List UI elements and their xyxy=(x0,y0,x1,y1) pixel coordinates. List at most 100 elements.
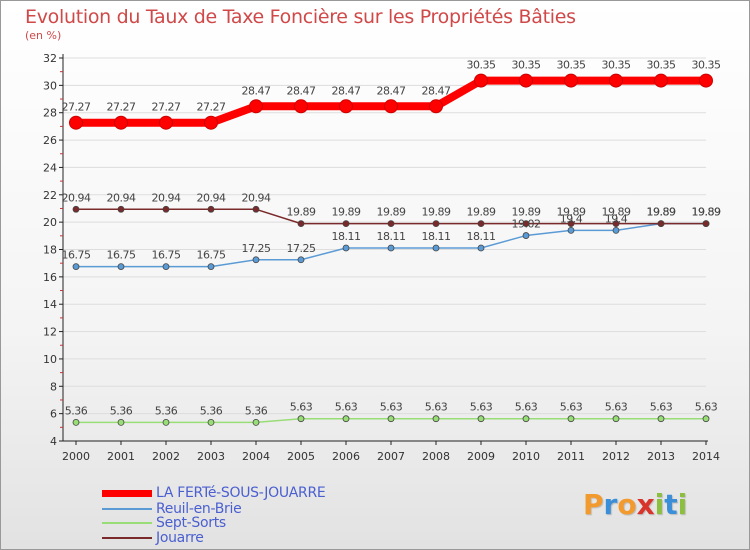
legend-item-reuil-en-brie[interactable]: Reuil-en-Brie xyxy=(102,501,242,517)
proxiti-logo[interactable]: Proxiti xyxy=(583,488,687,521)
data-label: 16.75 xyxy=(197,249,226,262)
y-tick-label: 26 xyxy=(43,134,57,147)
data-point xyxy=(162,418,170,426)
logo-letter: i xyxy=(654,488,665,521)
data-label: 27.27 xyxy=(152,101,181,114)
data-label: 5.63 xyxy=(335,401,358,414)
legend-item-jouarre[interactable]: Jouarre xyxy=(102,530,204,546)
data-point xyxy=(702,220,710,228)
x-tick-label: 2001 xyxy=(107,450,135,463)
logo-letter: o xyxy=(617,488,637,521)
data-label: 28.47 xyxy=(242,84,271,97)
data-label: 5.36 xyxy=(110,404,133,417)
data-label: 16.75 xyxy=(62,249,91,262)
y-tick-label: 32 xyxy=(43,52,57,65)
data-label: 17.25 xyxy=(287,242,316,255)
unit-label: (en %) xyxy=(25,29,62,42)
data-label: 5.36 xyxy=(245,404,268,417)
data-point xyxy=(702,415,710,423)
data-label: 20.94 xyxy=(62,191,91,204)
legend-label: Reuil-en-Brie xyxy=(156,501,242,517)
y-tick-label: 4 xyxy=(50,435,57,448)
data-point xyxy=(654,73,668,88)
data-label: 5.36 xyxy=(155,404,178,417)
data-label: 19.89 xyxy=(647,206,676,219)
data-point xyxy=(207,263,215,270)
data-label: 27.27 xyxy=(107,101,136,114)
data-label: 19.89 xyxy=(512,206,541,219)
data-label: 5.63 xyxy=(290,401,313,414)
x-tick-label: 2013 xyxy=(647,450,675,463)
data-point xyxy=(384,99,398,114)
data-label: 30.35 xyxy=(647,59,676,72)
data-label: 30.35 xyxy=(557,59,586,72)
data-point xyxy=(387,415,395,423)
data-point xyxy=(249,99,263,114)
data-point xyxy=(567,226,575,234)
data-label: 30.35 xyxy=(512,59,541,72)
data-point xyxy=(522,220,530,228)
x-tick-label: 2014 xyxy=(692,450,720,463)
data-label: 19.89 xyxy=(422,206,451,219)
legend-swatch xyxy=(102,508,152,510)
data-label: 19.89 xyxy=(647,206,676,219)
data-point xyxy=(657,415,665,423)
legend-item-sept-sorts[interactable]: Sept-Sorts xyxy=(102,515,226,531)
data-point xyxy=(519,73,533,88)
data-point xyxy=(117,205,125,213)
data-point xyxy=(162,263,170,270)
data-label: 17.25 xyxy=(242,242,271,255)
data-label: 30.35 xyxy=(692,59,721,72)
data-point xyxy=(387,220,395,228)
y-tick-label: 14 xyxy=(43,298,57,311)
data-point xyxy=(657,220,665,228)
x-tick-label: 2004 xyxy=(242,450,270,463)
data-point xyxy=(522,232,530,239)
data-label: 18.11 xyxy=(422,230,451,243)
y-tick-label: 18 xyxy=(43,244,57,257)
x-tick-label: 2002 xyxy=(152,450,180,463)
data-label: 5.63 xyxy=(470,401,493,414)
y-tick-label: 30 xyxy=(43,79,57,92)
x-tick-label: 2003 xyxy=(197,450,225,463)
logo-letter: x xyxy=(636,488,655,521)
data-point xyxy=(567,220,575,228)
x-tick-label: 2006 xyxy=(332,450,360,463)
data-point xyxy=(117,418,125,426)
data-label: 5.63 xyxy=(695,401,718,414)
data-point xyxy=(432,220,440,228)
data-label: 28.47 xyxy=(422,84,451,97)
chart-title: Evolution du Taux de Taxe Foncière sur l… xyxy=(25,6,576,28)
data-label: 28.47 xyxy=(377,84,406,97)
data-label: 27.27 xyxy=(197,101,226,114)
data-label: 5.63 xyxy=(380,401,403,414)
data-point xyxy=(429,99,443,114)
data-label: 19.4 xyxy=(605,212,628,225)
legend-swatch xyxy=(102,522,152,524)
legend-label: Sept-Sorts xyxy=(156,515,226,531)
data-label: 5.36 xyxy=(200,404,223,417)
data-point xyxy=(297,220,305,228)
x-tick-label: 2007 xyxy=(377,450,405,463)
data-point xyxy=(612,226,620,234)
data-label: 20.94 xyxy=(197,191,226,204)
x-tick-label: 2011 xyxy=(557,450,585,463)
legend-item-la-ferte[interactable]: LA FERTé-SOUS-JOUARRE xyxy=(102,485,326,501)
data-label: 20.94 xyxy=(107,191,136,204)
data-label: 27.27 xyxy=(62,101,91,114)
data-point xyxy=(387,244,395,252)
data-label: 19.89 xyxy=(557,206,586,219)
data-point xyxy=(609,73,623,88)
data-label: 19.89 xyxy=(692,206,721,219)
x-tick-label: 2005 xyxy=(287,450,315,463)
data-label: 28.47 xyxy=(287,84,316,97)
data-point xyxy=(252,418,260,426)
data-label: 19.89 xyxy=(692,206,721,219)
data-point xyxy=(72,418,80,426)
data-point xyxy=(159,115,173,130)
data-point xyxy=(699,73,713,88)
data-label: 5.63 xyxy=(425,401,448,414)
logo-letter: P xyxy=(583,488,604,521)
